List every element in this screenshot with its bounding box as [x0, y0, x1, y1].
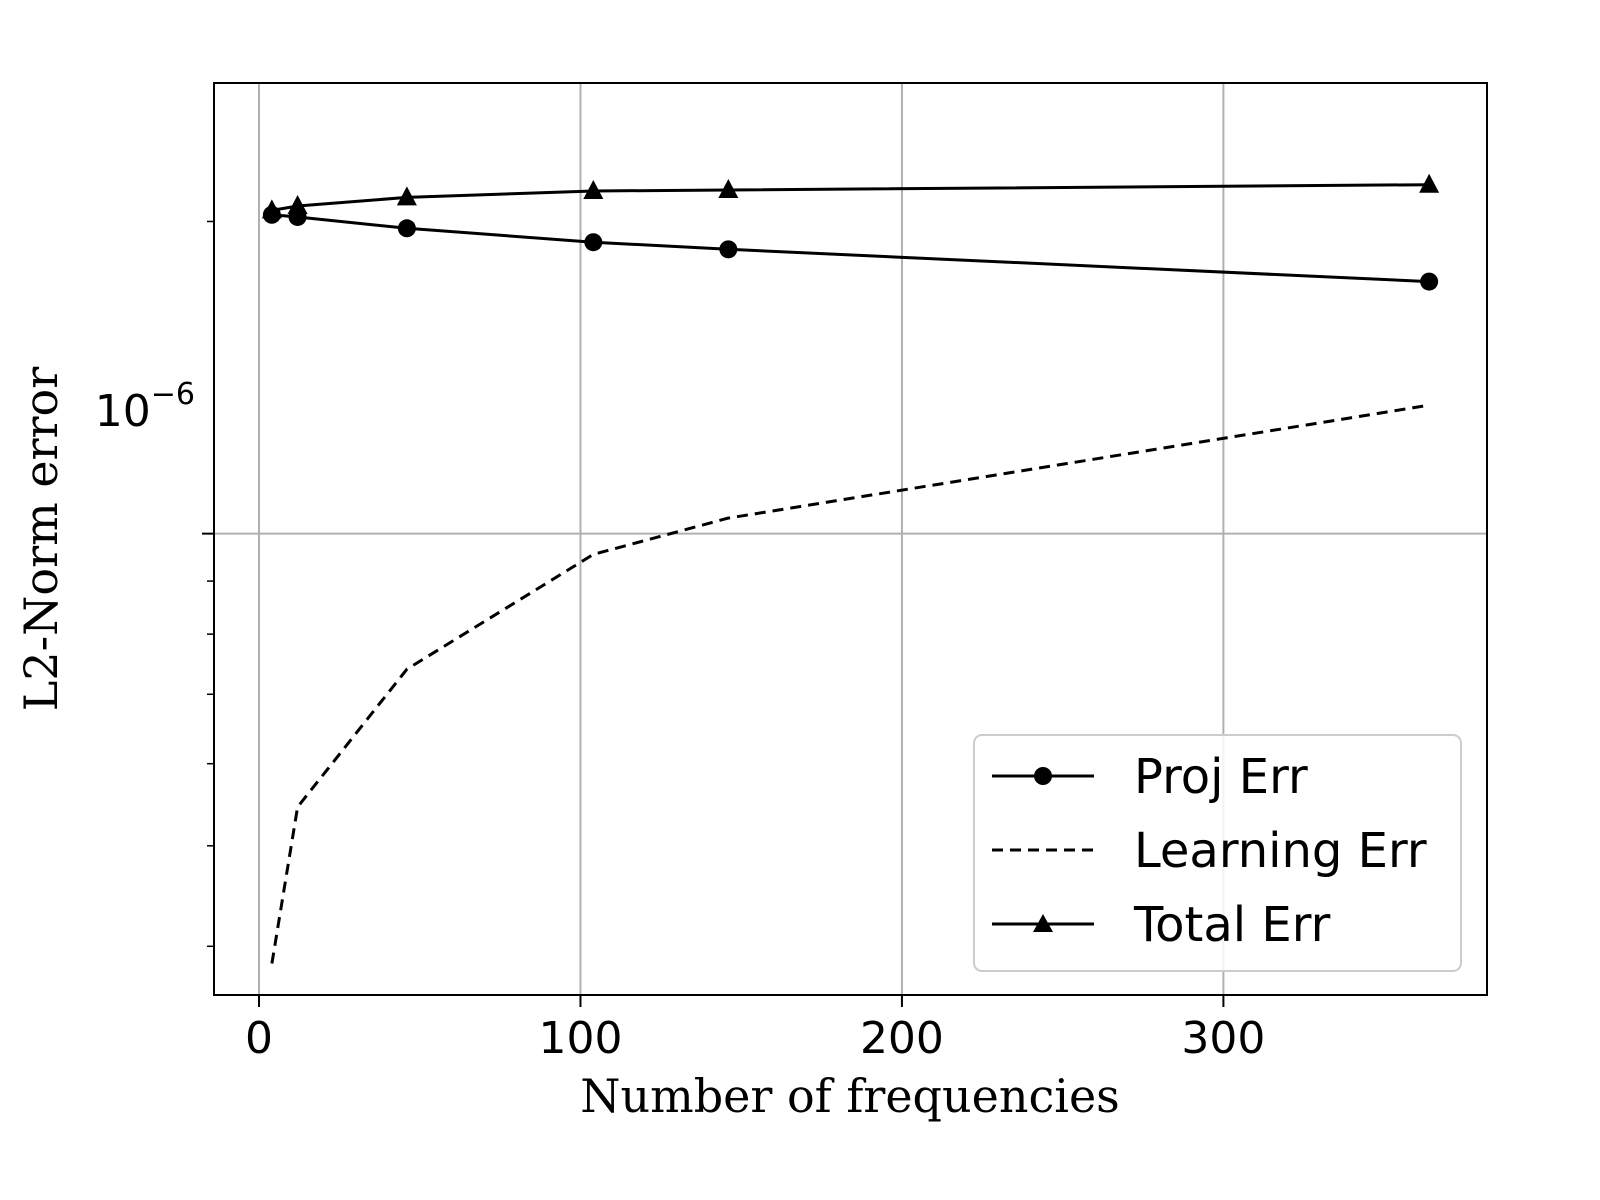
data-point-proj-err — [584, 233, 603, 252]
x-axis-label: Number of frequencies — [580, 1069, 1120, 1123]
x-tick-label: 100 — [538, 1013, 622, 1064]
legend-label-learning-err: Learning Err — [1134, 823, 1427, 879]
legend: Proj Err Learning Err Total Err — [973, 734, 1462, 972]
data-point-total-err — [718, 178, 739, 198]
legend-box — [973, 734, 1462, 972]
legend-label-proj-err: Proj Err — [1134, 749, 1308, 805]
legend-label-total-err: Total Err — [1133, 897, 1331, 953]
plot-frame — [213, 82, 1488, 996]
y-major-tick-label: 10−6 — [95, 377, 195, 437]
x-tick-label: 300 — [1181, 1013, 1265, 1064]
data-point-total-err — [396, 186, 417, 206]
data-point-proj-err — [719, 240, 738, 259]
series-line-total-err — [271, 183, 1430, 212]
data-point-total-err — [287, 194, 308, 214]
data-point-proj-err — [397, 219, 416, 238]
legend-marker-proj-err — [1034, 767, 1052, 785]
legend-marker-total-err — [1033, 914, 1053, 932]
data-point-total-err — [1419, 173, 1440, 193]
plot-series — [261, 173, 1440, 964]
data-point-total-err — [261, 199, 282, 219]
x-tick-label: 0 — [245, 1013, 273, 1064]
data-point-total-err — [583, 180, 604, 200]
data-point-proj-err — [1420, 272, 1439, 291]
x-tick-label: 200 — [860, 1013, 944, 1064]
y-axis-label: L2-Norm error — [14, 367, 68, 711]
axis-ticks: 0 100 200 300 — [202, 220, 1265, 1064]
series-line-learning-err — [270, 403, 1430, 964]
y-tick-exponent: −6 — [151, 377, 195, 412]
y-tick-base: 10 — [95, 386, 151, 437]
series-line-proj-err — [271, 213, 1430, 284]
